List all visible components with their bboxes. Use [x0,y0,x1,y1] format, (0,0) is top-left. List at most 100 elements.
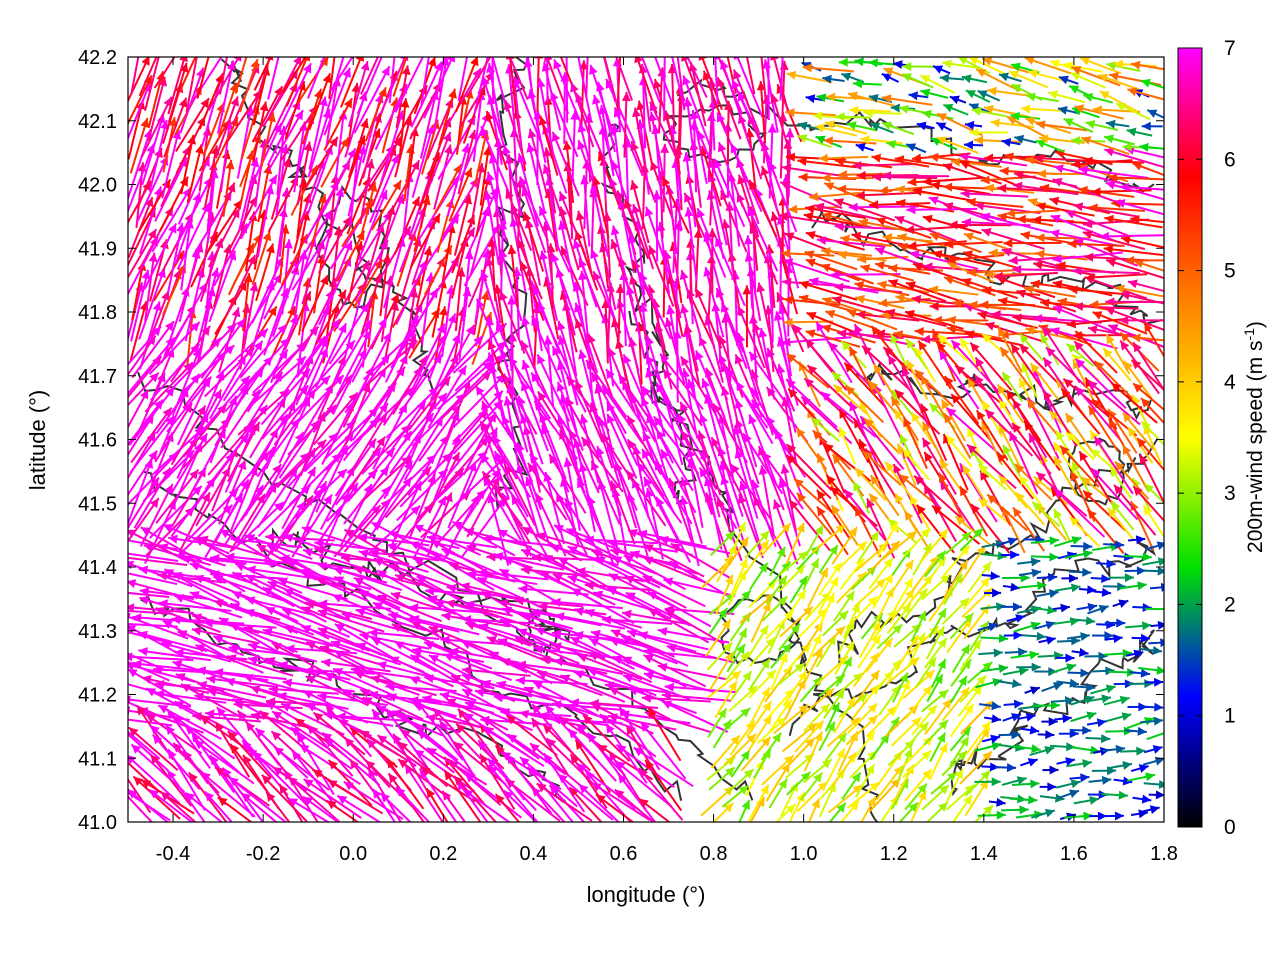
wind-vector [198,535,266,558]
wind-vector [642,575,706,608]
wind-vector [1023,284,1076,298]
wind-vector [590,371,627,434]
wind-vector [1125,621,1152,631]
wind-vector [726,768,755,794]
wind-vector [517,628,585,657]
wind-vector [1069,725,1092,735]
wind-vector [768,160,798,233]
wind-vector [681,368,699,439]
wind-vector [536,670,603,697]
colorbar-tick-label: 5 [1224,260,1236,283]
wind-vector [807,567,829,608]
wind-vector [929,232,982,254]
wind-vector [1072,682,1096,692]
wind-vector [959,639,982,672]
wind-vector [901,448,930,481]
wind-vector [303,136,339,191]
wind-vector [128,389,150,430]
colorbar-tick-label: 3 [1224,482,1236,505]
wind-vector [428,451,461,514]
wind-vector [891,577,914,614]
wind-vector [1150,620,1164,630]
wind-vector [1105,119,1130,129]
wind-vector [305,600,373,620]
wind-vector [273,746,330,791]
wind-vector [1104,634,1123,644]
wind-vector [409,540,476,571]
wind-vector [542,147,557,214]
wind-vector [945,768,964,804]
wind-vector [461,665,531,677]
wind-vector [1092,631,1114,641]
wind-vector [959,750,993,785]
wind-vector [502,789,538,822]
wind-vector [662,368,704,427]
wind-vector [615,57,634,101]
wind-vector [617,373,659,433]
wind-vector [1146,109,1164,119]
wind-vector [904,768,933,802]
wind-vector [191,626,260,645]
wind-vector [1085,694,1112,704]
wind-vector [946,325,1003,340]
wind-vector [548,453,587,514]
wind-vector [863,108,902,118]
wind-vector [632,107,648,173]
wind-vector [847,91,895,107]
wind-vector [1102,744,1126,754]
colorbar-ticks: 0 1 2 3 4 5 6 7 [1178,37,1236,839]
wind-vector [1088,203,1145,213]
wind-vector [948,220,1012,230]
wind-vector [128,730,161,760]
wind-vector [351,317,388,383]
wind-vector [823,182,875,205]
wind-vector [580,436,624,493]
wind-vector [775,662,806,687]
wind-vector [977,89,1001,102]
wind-vector [207,688,276,708]
wind-vector [1143,482,1164,505]
wind-vector [961,464,987,503]
wind-vector [852,652,880,688]
wind-vector [616,57,622,111]
wind-vector [903,510,932,552]
wind-vector [271,710,332,751]
wind-vector [1058,75,1079,85]
wind-vector [1056,779,1081,789]
wind-vector [1029,362,1059,400]
wind-vector [983,104,1030,118]
wind-vector [179,57,197,92]
wind-vector [751,321,774,388]
wind-vector [973,804,994,822]
wind-vector [1039,183,1098,196]
wind-vector [548,784,586,822]
wind-vector [901,366,931,429]
wind-vector [464,527,532,549]
wind-vector [977,463,1008,491]
wind-vector [963,232,1013,252]
wind-vector [1035,249,1088,261]
wind-vector [921,437,957,495]
wind-vector [1090,574,1111,584]
wind-vector [817,592,835,631]
wind-vector [175,97,210,153]
wind-vector [705,618,732,657]
wind-vector [1148,638,1164,648]
wind-vector [293,374,345,427]
wind-vector [1083,92,1114,104]
wind-vector [715,57,744,115]
wind-vector [605,723,648,784]
wind-vector [1104,147,1164,169]
wind-vector [959,527,984,552]
wind-vector [729,463,773,521]
wind-vector [974,777,1001,787]
wind-vector [853,323,886,386]
wind-vector [532,285,561,355]
wind-vector [385,708,429,769]
wind-vector [335,329,372,397]
wind-vector [735,418,760,485]
wind-vector [760,522,792,557]
wind-vector [644,487,664,560]
wind-vector [978,701,1001,711]
